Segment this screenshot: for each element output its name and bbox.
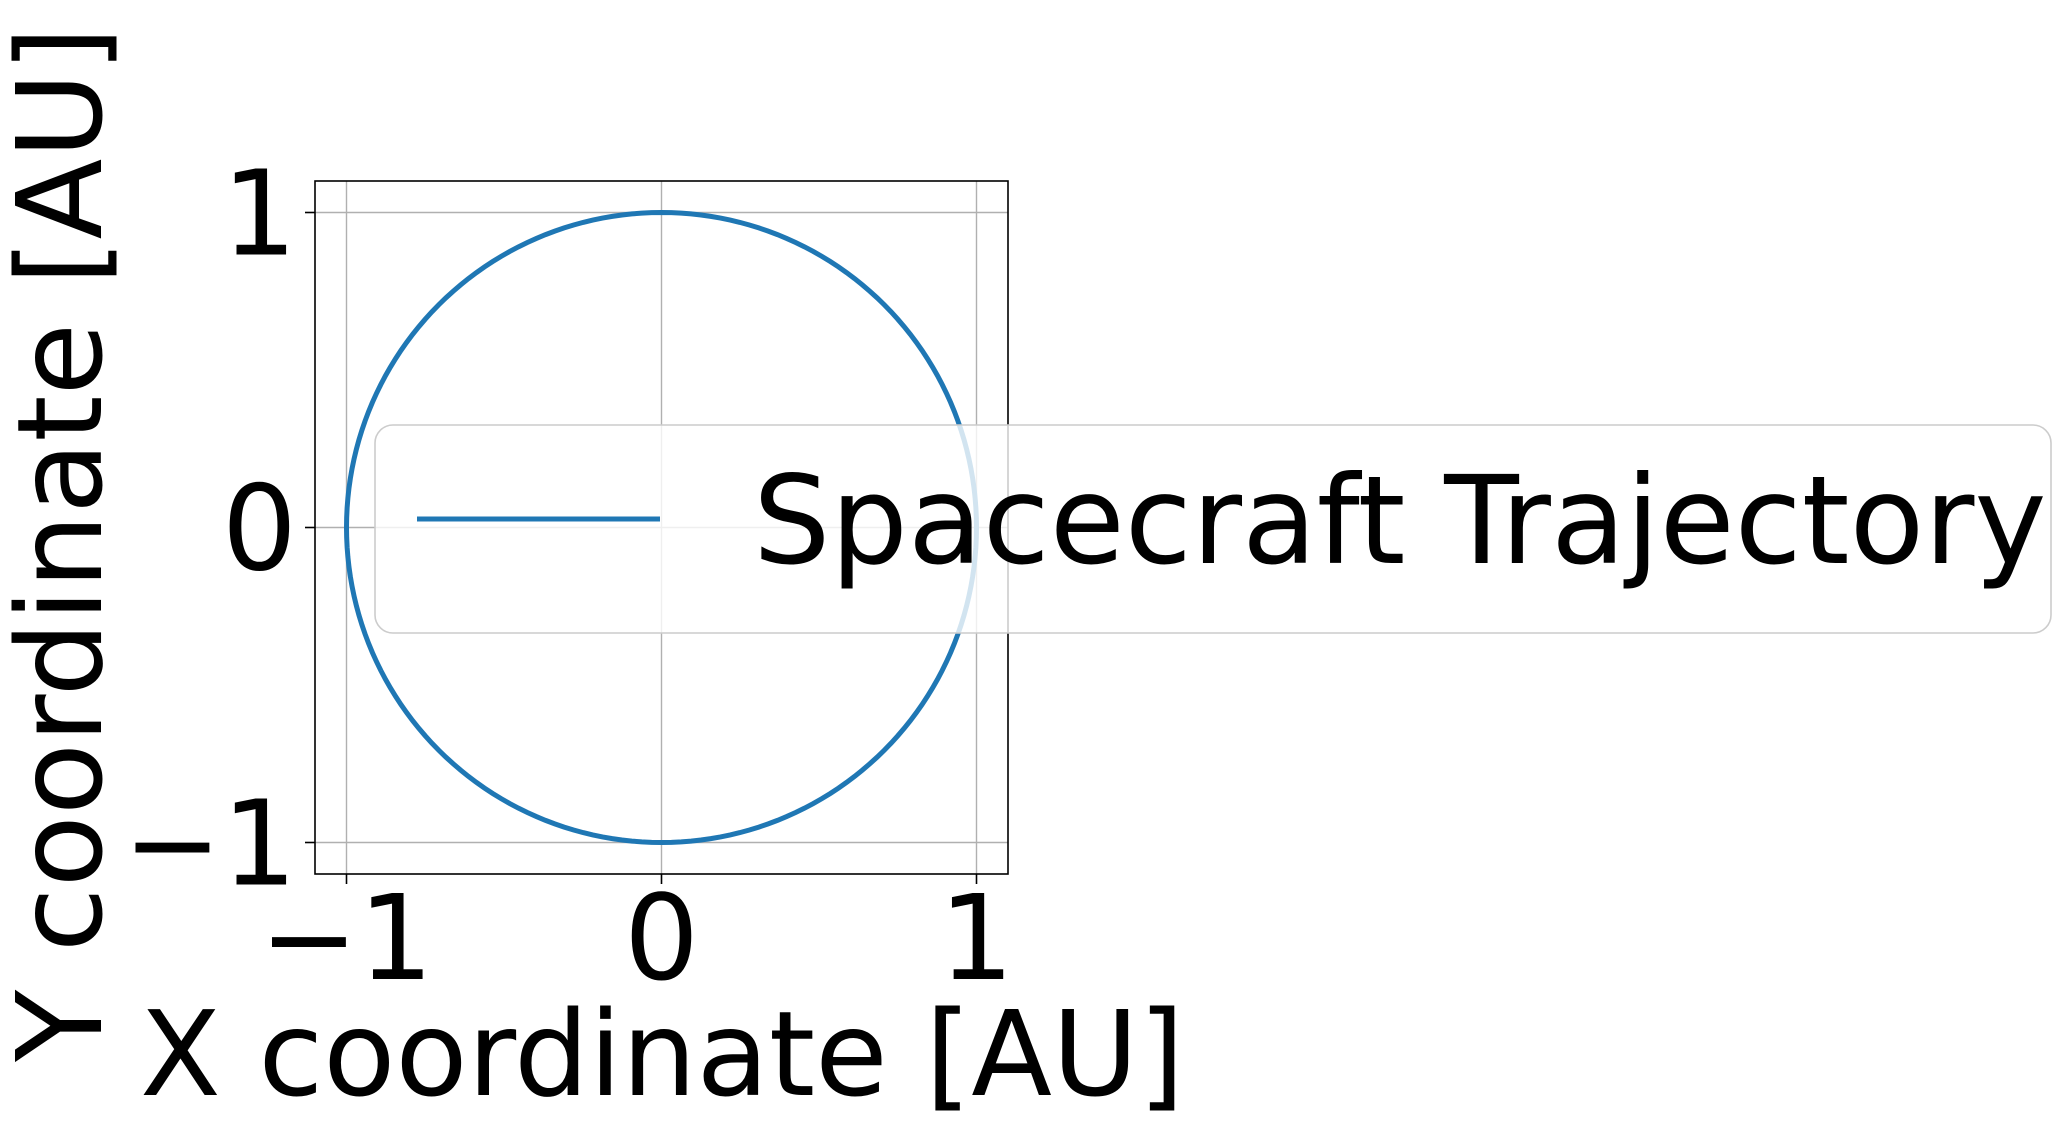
legend-label-spacecraft-trajectory: Spacecraft Trajectory	[753, 450, 2047, 592]
x-tick-label: 0	[624, 869, 699, 1007]
y-tick-label: 0	[222, 460, 297, 598]
x-axis-label: X coordinate [AU]	[140, 985, 1184, 1123]
y-tick-label: −1	[123, 775, 297, 913]
series-line-spacecraft-trajectory	[343, 209, 980, 846]
y-axis-label: Y coordinate [AU]	[0, 26, 129, 1063]
y-axis-ticks: −1 0 1	[123, 145, 315, 913]
x-tick-label: 1	[939, 869, 1014, 1007]
x-axis-ticks: −1 0 1	[260, 869, 1015, 1007]
legend: Spacecraft Trajectory	[374, 424, 2052, 634]
legend-box	[374, 424, 2052, 634]
x-tick-label: −1	[260, 869, 434, 1007]
y-tick-label: 1	[222, 145, 297, 283]
